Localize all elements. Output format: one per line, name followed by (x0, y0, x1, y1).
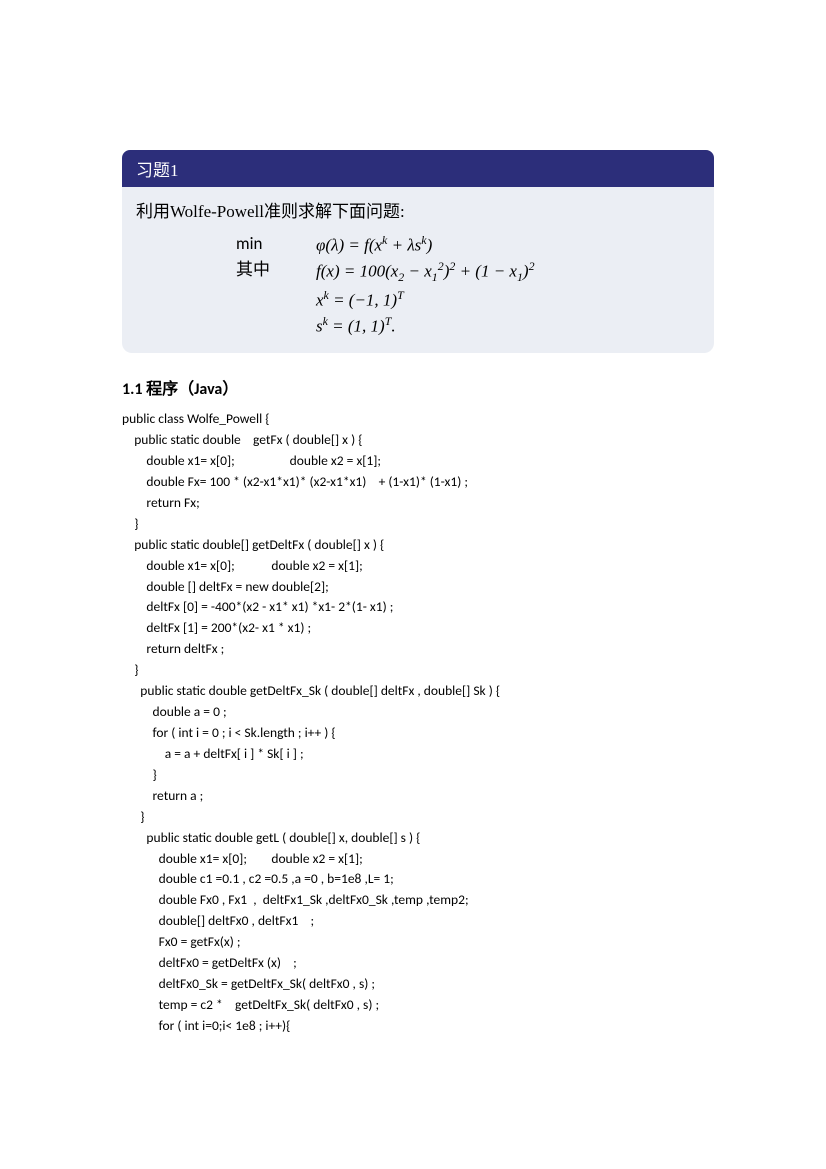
math-eq-2: f(x) = 100(x2 − x12)2 + (1 − x1)2 (316, 258, 535, 286)
math-eq-3: xk = (−1, 1)T (316, 287, 404, 313)
math-label-where: 其中 (236, 258, 316, 283)
section-title: 1.1 程序（Java） (122, 375, 714, 399)
math-block: min φ(λ) = f(xk + λsk) 其中 f(x) = 100(x2 … (136, 232, 700, 339)
math-eq-1: φ(λ) = f(xk + λsk) (316, 232, 432, 258)
problem-header: 习题1 (122, 150, 714, 187)
math-eq-4: sk = (1, 1)T. (316, 313, 396, 339)
math-label-min: min (236, 232, 316, 257)
problem-intro: 利用Wolfe-Powell准则求解下面问题: (136, 197, 700, 222)
problem-body: 利用Wolfe-Powell准则求解下面问题: min φ(λ) = f(xk … (122, 187, 714, 353)
code-block: public class Wolfe_Powell { public stati… (122, 409, 714, 1037)
